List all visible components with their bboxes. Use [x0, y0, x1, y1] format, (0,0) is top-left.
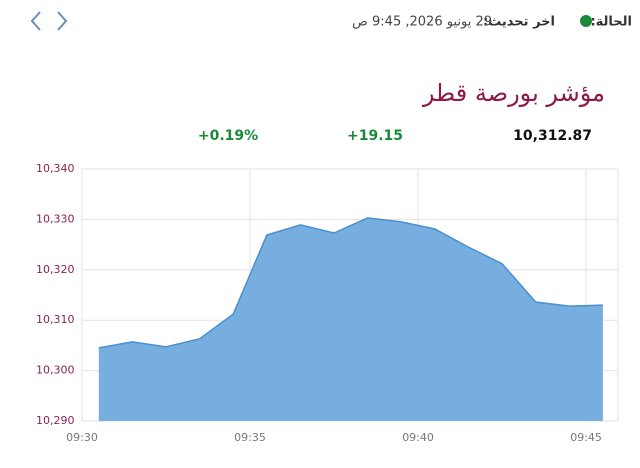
y-tick-label: 10,340 — [36, 162, 75, 175]
update-time: 29 يونيو 2026, 9:45 ص — [352, 15, 492, 30]
index-last: 10,312.87 — [513, 128, 592, 144]
area — [98, 217, 603, 421]
y-tick-label: 10,300 — [36, 364, 75, 377]
index-title: مؤشر بورصة قطر — [422, 79, 605, 107]
index-change: +19.15 — [347, 128, 403, 144]
prev-arrow[interactable] — [30, 11, 41, 31]
x-tick-label: 09:45 — [570, 431, 602, 444]
x-tick-label: 09:30 — [66, 431, 98, 444]
y-tick-label: 10,310 — [36, 313, 75, 326]
next-arrow[interactable] — [57, 11, 68, 31]
index-change-percent: +0.19% — [198, 128, 258, 144]
status-label: الحالة: — [590, 15, 632, 30]
y-tick-label: 10,290 — [36, 414, 75, 427]
y-tick-label: 10,330 — [36, 212, 75, 225]
x-tick-label: 09:35 — [234, 431, 266, 444]
status-dot — [580, 15, 592, 27]
x-tick-label: 09:40 — [402, 431, 434, 444]
y-tick-label: 10,320 — [36, 263, 75, 276]
line — [98, 217, 603, 349]
update-label: اخر تحديث: — [483, 15, 555, 30]
